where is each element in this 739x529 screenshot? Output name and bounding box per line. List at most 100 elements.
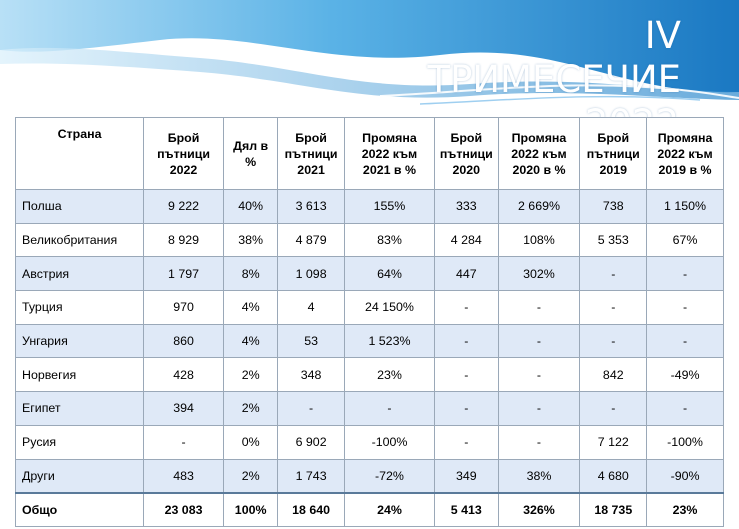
cell-passengers-2020: - <box>434 357 499 393</box>
cell-passengers-2020: 4 284 <box>434 222 499 258</box>
table-row: Полша 9 222 40% 3 613 155% 333 2 669% 738 1 150% <box>14 189 724 224</box>
cell-change-2019: 67% <box>646 222 724 258</box>
header-change-2020: Промяна 2022 към 2020 в % <box>497 117 581 190</box>
cell-country: Турция <box>14 290 145 325</box>
cell-passengers-2021: 4 <box>277 290 345 325</box>
cell-change-2021: -100% <box>343 424 436 460</box>
cell-change-2019: -100% <box>646 424 724 460</box>
cell-country: Австрия <box>14 256 145 292</box>
cell-passengers-2019: 7 122 <box>579 424 648 460</box>
table-row: Великобритания 8 929 38% 4 879 83% 4 284 108% 5… <box>14 222 724 258</box>
total-cell-country: Общо <box>14 491 145 527</box>
cell-passengers-2021: 53 <box>277 323 345 359</box>
cell-passengers-2022: 428 <box>143 357 224 393</box>
table-row: Австрия 1 797 8% 1 098 64% 447 302% - - <box>14 256 724 292</box>
cell-country: Норвегия <box>14 357 145 393</box>
cell-change-2021: 24 150% <box>343 290 436 325</box>
header-share: Дял в % <box>222 117 279 190</box>
cell-passengers-2020: - <box>434 424 499 460</box>
cell-passengers-2020: 447 <box>434 256 499 292</box>
cell-share: 2% <box>222 391 279 426</box>
cell-passengers-2022: 1 797 <box>143 256 224 292</box>
cell-change-2021: - <box>343 391 436 426</box>
cell-change-2020: 2 669% <box>497 189 581 224</box>
cell-passengers-2019: 842 <box>579 357 648 393</box>
cell-change-2021: 155% <box>343 189 436 224</box>
cell-change-2021: 83% <box>343 222 436 258</box>
cell-passengers-2022: - <box>143 424 224 460</box>
cell-change-2020: - <box>497 357 581 393</box>
cell-passengers-2021: 1 743 <box>277 458 345 494</box>
cell-change-2019: -49% <box>646 357 724 393</box>
cell-passengers-2019: 4 680 <box>579 458 648 494</box>
cell-change-2019: 1 150% <box>646 189 724 224</box>
cell-passengers-2019: 5 353 <box>579 222 648 258</box>
total-cell-passengers-2019: 18 735 <box>579 491 648 527</box>
cell-country: Други <box>14 458 145 494</box>
cell-change-2019: - <box>646 323 724 359</box>
cell-change-2019: - <box>646 290 724 325</box>
table-header-row: Страна Брой пътници 2022 Дял в % Брой пъ… <box>14 117 724 190</box>
cell-share: 40% <box>222 189 279 224</box>
title-line-1: IV ТРИМЕСЕЧИЕ <box>427 14 681 101</box>
cell-change-2020: - <box>497 323 581 359</box>
cell-passengers-2019: - <box>579 256 648 292</box>
cell-change-2020: 302% <box>497 256 581 292</box>
cell-change-2019: - <box>646 256 724 292</box>
table-row: Русия -0% 6 902 -100% - -7 122 -100% <box>14 424 724 460</box>
header-change-2021: Промяна 2022 към 2021 в % <box>343 117 436 190</box>
cell-change-2020: 38% <box>497 458 581 494</box>
cell-country: Великобритания <box>14 222 145 258</box>
total-cell-passengers-2022: 23 083 <box>143 491 224 527</box>
cell-share: 2% <box>222 357 279 393</box>
cell-change-2019: - <box>646 391 724 426</box>
cell-passengers-2021: 348 <box>277 357 345 393</box>
table-total-row: Общо 23 083 100% 18 640 24% 5 413 326% 18 735 23… <box>14 491 724 527</box>
cell-share: 4% <box>222 323 279 359</box>
cell-passengers-2020: - <box>434 391 499 426</box>
cell-passengers-2021: 4 879 <box>277 222 345 258</box>
cell-passengers-2020: 349 <box>434 458 499 494</box>
cell-country: Русия <box>14 424 145 460</box>
cell-passengers-2022: 970 <box>143 290 224 325</box>
cell-passengers-2020: - <box>434 323 499 359</box>
cell-passengers-2021: - <box>277 391 345 426</box>
cell-passengers-2020: - <box>434 290 499 325</box>
cell-country: Унгария <box>14 323 145 359</box>
cell-share: 2% <box>222 458 279 494</box>
cell-passengers-2022: 9 222 <box>143 189 224 224</box>
cell-share: 8% <box>222 256 279 292</box>
total-cell-passengers-2020: 5 413 <box>434 491 499 527</box>
cell-passengers-2022: 860 <box>143 323 224 359</box>
table-row: Египет 394 2% - - - - - - <box>14 391 724 426</box>
total-cell-change-2019: 23% <box>646 491 724 527</box>
header-passengers-2021: Брой пътници 2021 <box>277 117 345 190</box>
cell-share: 0% <box>222 424 279 460</box>
cell-change-2021: 64% <box>343 256 436 292</box>
cell-change-2020: 108% <box>497 222 581 258</box>
cell-passengers-2019: 738 <box>579 189 648 224</box>
cell-passengers-2022: 8 929 <box>143 222 224 258</box>
header-passengers-2022: Брой пътници 2022 <box>143 117 224 190</box>
cell-passengers-2019: - <box>579 323 648 359</box>
table-row: Други 483 2% 1 743 -72% 349 38% 4 680 -90% <box>14 458 724 494</box>
header-passengers-2020: Брой пътници 2020 <box>434 117 499 190</box>
passengers-table: Страна Брой пътници 2022 Дял в % Брой пъ… <box>14 117 724 527</box>
cell-change-2019: -90% <box>646 458 724 494</box>
cell-passengers-2021: 1 098 <box>277 256 345 292</box>
cell-passengers-2019: - <box>579 391 648 426</box>
cell-change-2021: 23% <box>343 357 436 393</box>
total-cell-share: 100% <box>222 491 279 527</box>
cell-country: Египет <box>14 391 145 426</box>
cell-change-2020: - <box>497 391 581 426</box>
table-row: Турция 970 4% 4 24 150% - - - - <box>14 290 724 325</box>
total-cell-passengers-2021: 18 640 <box>277 491 345 527</box>
cell-passengers-2019: - <box>579 290 648 325</box>
cell-passengers-2022: 394 <box>143 391 224 426</box>
header-country: Страна <box>14 117 145 190</box>
cell-change-2021: -72% <box>343 458 436 494</box>
cell-passengers-2022: 483 <box>143 458 224 494</box>
table-row: Норвегия 428 2% 348 23% - -842 -49% <box>14 357 724 393</box>
total-cell-change-2020: 326% <box>497 491 581 527</box>
cell-share: 4% <box>222 290 279 325</box>
